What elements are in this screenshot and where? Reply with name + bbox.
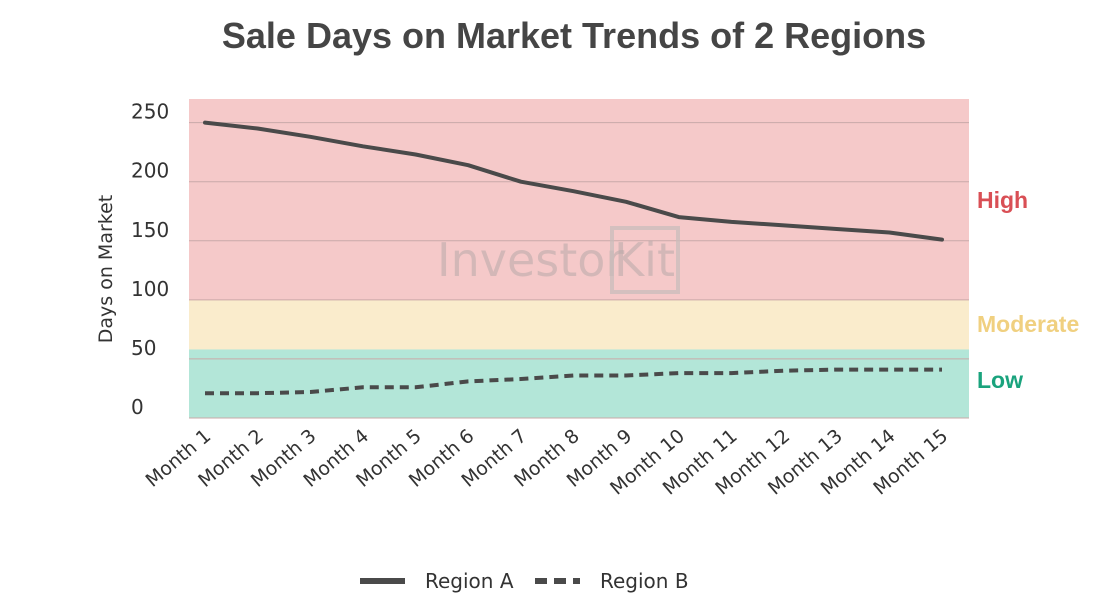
legend-label-region-b: Region B	[600, 569, 689, 593]
y-axis-ticks: 0 50 100 150 200 250	[131, 100, 169, 419]
watermark-kit-text: Kit	[614, 233, 675, 287]
watermark-kit-box	[610, 226, 680, 294]
watermark-text: Investor	[437, 233, 624, 287]
band-high	[189, 99, 969, 300]
legend: Region A Region B	[360, 569, 689, 593]
y-tick-100: 100	[131, 277, 169, 301]
band-label-high: High	[977, 187, 1028, 213]
series-line-region-b	[205, 367, 942, 396]
y-tick-150: 150	[131, 218, 169, 242]
series	[203, 120, 944, 396]
y-tick-200: 200	[131, 159, 169, 183]
y-axis-label: Days on Market	[95, 195, 117, 343]
y-tick-50: 50	[131, 336, 156, 360]
band-low	[189, 349, 969, 418]
band-label-low: Low	[977, 367, 1023, 393]
legend-label-region-a: Region A	[425, 569, 514, 593]
band-label-moderate: Moderate	[977, 311, 1079, 337]
chart-title: Sale Days on Market Trends of 2 Regions	[222, 15, 926, 56]
gridlines	[189, 122, 969, 419]
bands	[189, 99, 969, 418]
band-moderate	[189, 299, 969, 350]
series-line-region-a	[203, 120, 944, 242]
y-tick-250: 250	[131, 100, 169, 124]
y-tick-0: 0	[131, 395, 144, 419]
band-labels: High Moderate Low	[977, 187, 1079, 393]
